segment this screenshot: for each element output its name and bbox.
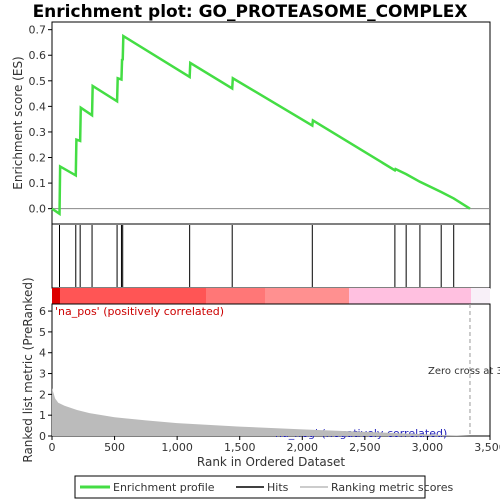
y-tick-label: 0.4 bbox=[29, 100, 47, 113]
y2-axis-label: Ranked list metric (PreRanked) bbox=[21, 277, 35, 462]
zero-label: Zero cross at 3 bbox=[428, 366, 500, 377]
x-tick-label: 0 bbox=[49, 441, 56, 454]
y-tick-label: 0.3 bbox=[29, 126, 47, 139]
hits-panel bbox=[51, 223, 491, 289]
y-tick-label: 0.1 bbox=[29, 177, 47, 190]
y2-tick-label: 3 bbox=[39, 368, 46, 381]
y-tick-label: 0.2 bbox=[29, 152, 47, 165]
x-tick-label: 1,500 bbox=[224, 441, 256, 454]
x-tick-label: 1,000 bbox=[161, 441, 193, 454]
y-tick-label: 0.6 bbox=[29, 49, 47, 62]
y2-tick-label: 1 bbox=[39, 409, 46, 422]
x-tick-label: 2,000 bbox=[287, 441, 319, 454]
y2-tick-label: 0 bbox=[39, 430, 46, 443]
y2-tick-label: 6 bbox=[39, 305, 46, 318]
x-tick-label: 3,000 bbox=[412, 441, 444, 454]
y2-tick-label: 2 bbox=[39, 388, 46, 401]
legend-label: Hits bbox=[267, 481, 289, 494]
x-tick-label: 2,500 bbox=[349, 441, 381, 454]
pos-label: 'na_pos' (positively correlated) bbox=[55, 305, 224, 318]
metric-area bbox=[52, 388, 470, 436]
y-tick-label: 0.0 bbox=[29, 203, 47, 216]
y2-tick-label: 5 bbox=[39, 326, 46, 339]
y2-tick-label: 4 bbox=[39, 347, 46, 360]
color-band bbox=[52, 288, 490, 304]
legend-label: Ranking metric scores bbox=[331, 481, 453, 494]
legend-label: Enrichment profile bbox=[113, 481, 215, 494]
metric-panel bbox=[51, 303, 491, 437]
es-panel bbox=[51, 21, 491, 225]
y-tick-label: 0.5 bbox=[29, 75, 47, 88]
y-axis-label: Enrichment score (ES) bbox=[11, 56, 25, 189]
legend: Enrichment profile Hits Ranking metric s… bbox=[74, 475, 453, 499]
y-tick-label: 0.7 bbox=[29, 24, 47, 37]
x-axis-label: Rank in Ordered Dataset bbox=[197, 455, 345, 469]
x-tick-label: 3,500 bbox=[474, 441, 500, 454]
es-line bbox=[51, 33, 471, 217]
x-tick-label: 500 bbox=[104, 441, 125, 454]
chart-title: Enrichment plot: GO_PROTEASOME_COMPLEX bbox=[33, 2, 468, 22]
